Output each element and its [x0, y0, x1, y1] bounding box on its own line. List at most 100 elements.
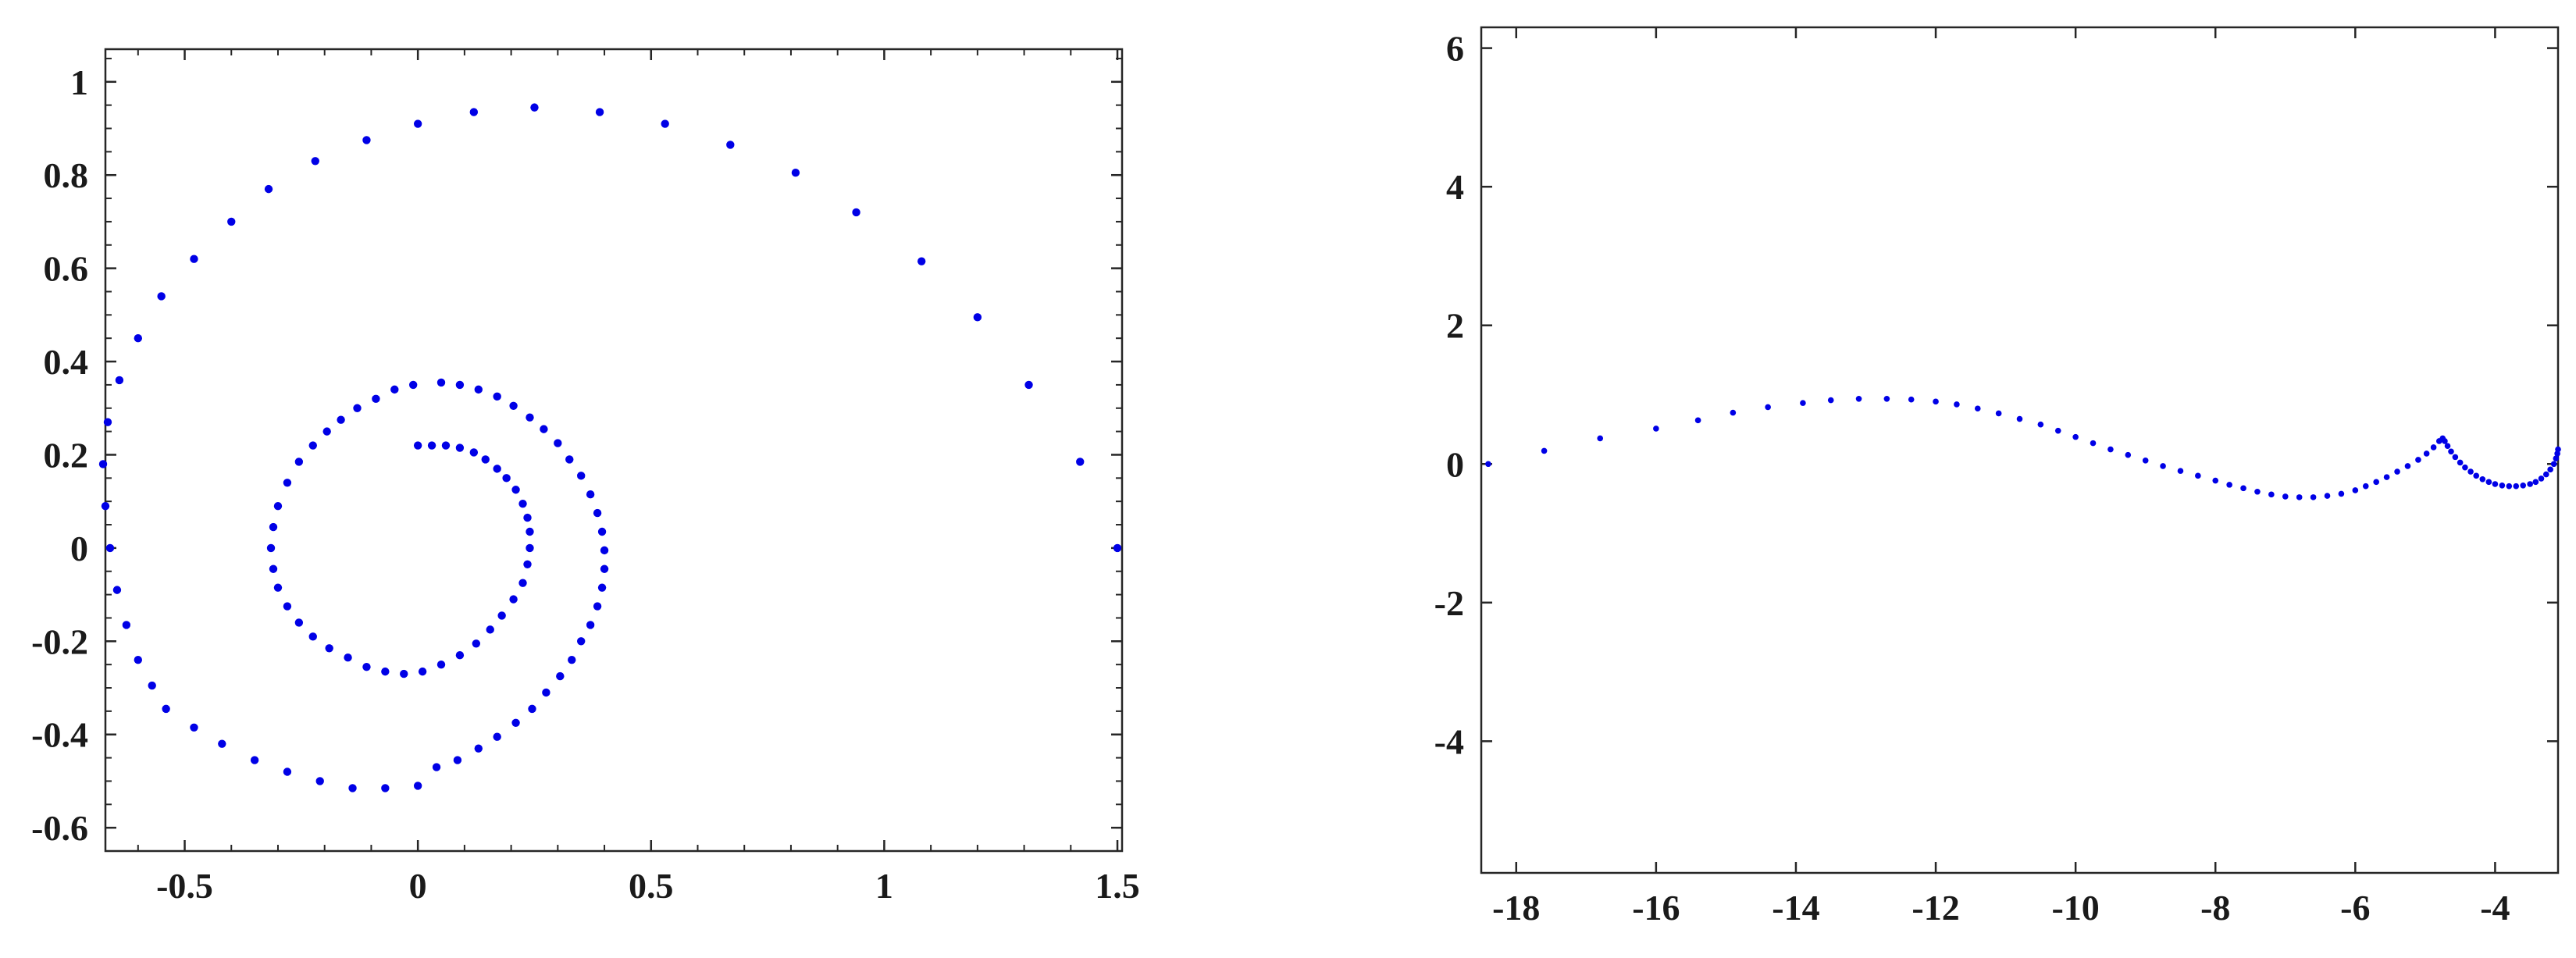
data-point: [348, 784, 357, 792]
x-tick-label-1: 1: [875, 866, 893, 906]
plot-frame: [104, 48, 1124, 853]
data-point: [2479, 475, 2486, 483]
data-point: [432, 763, 441, 771]
data-point: [528, 704, 536, 714]
y-tick-label-6: 6: [1446, 29, 1464, 69]
data-point: [283, 479, 292, 487]
data-point: [493, 732, 501, 741]
data-point: [497, 611, 506, 620]
y-tick-label-0p6: 0.6: [44, 249, 89, 289]
data-point: [362, 662, 371, 671]
y-tick-label-4: 4: [1446, 167, 1464, 207]
data-point: [2538, 475, 2545, 482]
y-tick-label-m2: -2: [1434, 583, 1464, 623]
data-point: [1113, 543, 1122, 553]
y-tick-label-m0p4: -0.4: [31, 715, 88, 755]
data-point: [105, 543, 115, 553]
x-tick-label-m8: -8: [2200, 888, 2230, 928]
data-point: [1974, 405, 1981, 412]
x-tick-label-m14: -14: [1772, 888, 1819, 928]
data-point: [1855, 396, 1862, 402]
data-point: [2394, 468, 2400, 475]
data-point: [455, 443, 465, 452]
data-point: [2547, 466, 2553, 473]
data-point: [413, 441, 422, 450]
data-point: [190, 723, 198, 732]
data-point: [593, 508, 602, 518]
data-point: [134, 655, 143, 664]
data-point: [2054, 427, 2061, 434]
data-point: [526, 543, 534, 553]
data-point: [353, 404, 362, 412]
data-point: [2296, 494, 2303, 500]
data-point: [2212, 477, 2219, 484]
data-point: [2444, 443, 2451, 449]
data-point: [1541, 447, 1548, 454]
data-point: [486, 625, 494, 634]
data-point: [726, 141, 735, 149]
data-point: [597, 527, 607, 536]
data-point: [2506, 483, 2513, 490]
data-point: [1653, 426, 1659, 432]
data-point: [308, 632, 317, 641]
data-point: [283, 602, 292, 611]
data-point: [2195, 472, 2201, 479]
data-point: [269, 522, 278, 532]
x-tick-label-m16: -16: [1632, 888, 1680, 928]
data-point: [509, 401, 518, 410]
data-point: [1933, 398, 1939, 405]
data-point: [1995, 410, 2002, 417]
data-point: [436, 660, 446, 669]
data-point: [493, 465, 501, 473]
data-point: [586, 621, 595, 629]
data-point: [441, 441, 451, 450]
data-point: [269, 564, 278, 573]
data-point: [2415, 457, 2421, 463]
data-point: [1954, 401, 1960, 408]
y-tick-label-m0p6: -0.6: [31, 808, 88, 848]
data-point: [973, 313, 982, 322]
data-point: [509, 595, 518, 604]
data-point: [115, 376, 124, 385]
x-tick-label-m0p5: -0.5: [156, 866, 213, 906]
data-point: [1883, 396, 1890, 402]
data-point: [2473, 472, 2480, 479]
data-point: [1730, 409, 1737, 416]
data-point: [600, 564, 609, 573]
data-point: [381, 784, 390, 792]
data-point: [2542, 471, 2549, 478]
data-point: [2404, 463, 2411, 469]
data-point: [190, 255, 198, 263]
data-point: [2125, 451, 2132, 458]
data-point: [2338, 490, 2345, 497]
data-point: [273, 583, 283, 592]
data-point: [250, 756, 259, 764]
data-point: [530, 103, 539, 112]
data-point: [1694, 417, 1701, 424]
data-point: [381, 667, 390, 676]
data-point: [283, 767, 292, 776]
data-point: [436, 378, 446, 387]
data-point: [511, 486, 520, 494]
data-point: [791, 169, 800, 177]
data-point: [917, 257, 926, 265]
data-point: [453, 756, 462, 764]
data-point: [2423, 451, 2430, 457]
data-point: [2485, 479, 2492, 486]
x-tick-label-m10: -10: [2051, 888, 2099, 928]
data-point: [322, 427, 331, 436]
data-point: [308, 441, 317, 450]
data-point: [372, 394, 380, 404]
data-point: [264, 184, 273, 194]
data-point: [597, 583, 607, 592]
data-point: [593, 602, 602, 611]
data-point: [2268, 491, 2275, 498]
data-point: [2442, 438, 2448, 444]
data-point: [493, 392, 501, 401]
data-point: [2254, 488, 2261, 495]
data-point: [294, 618, 304, 627]
data-point: [523, 560, 532, 568]
data-point: [2226, 482, 2232, 488]
data-point: [2037, 421, 2044, 428]
